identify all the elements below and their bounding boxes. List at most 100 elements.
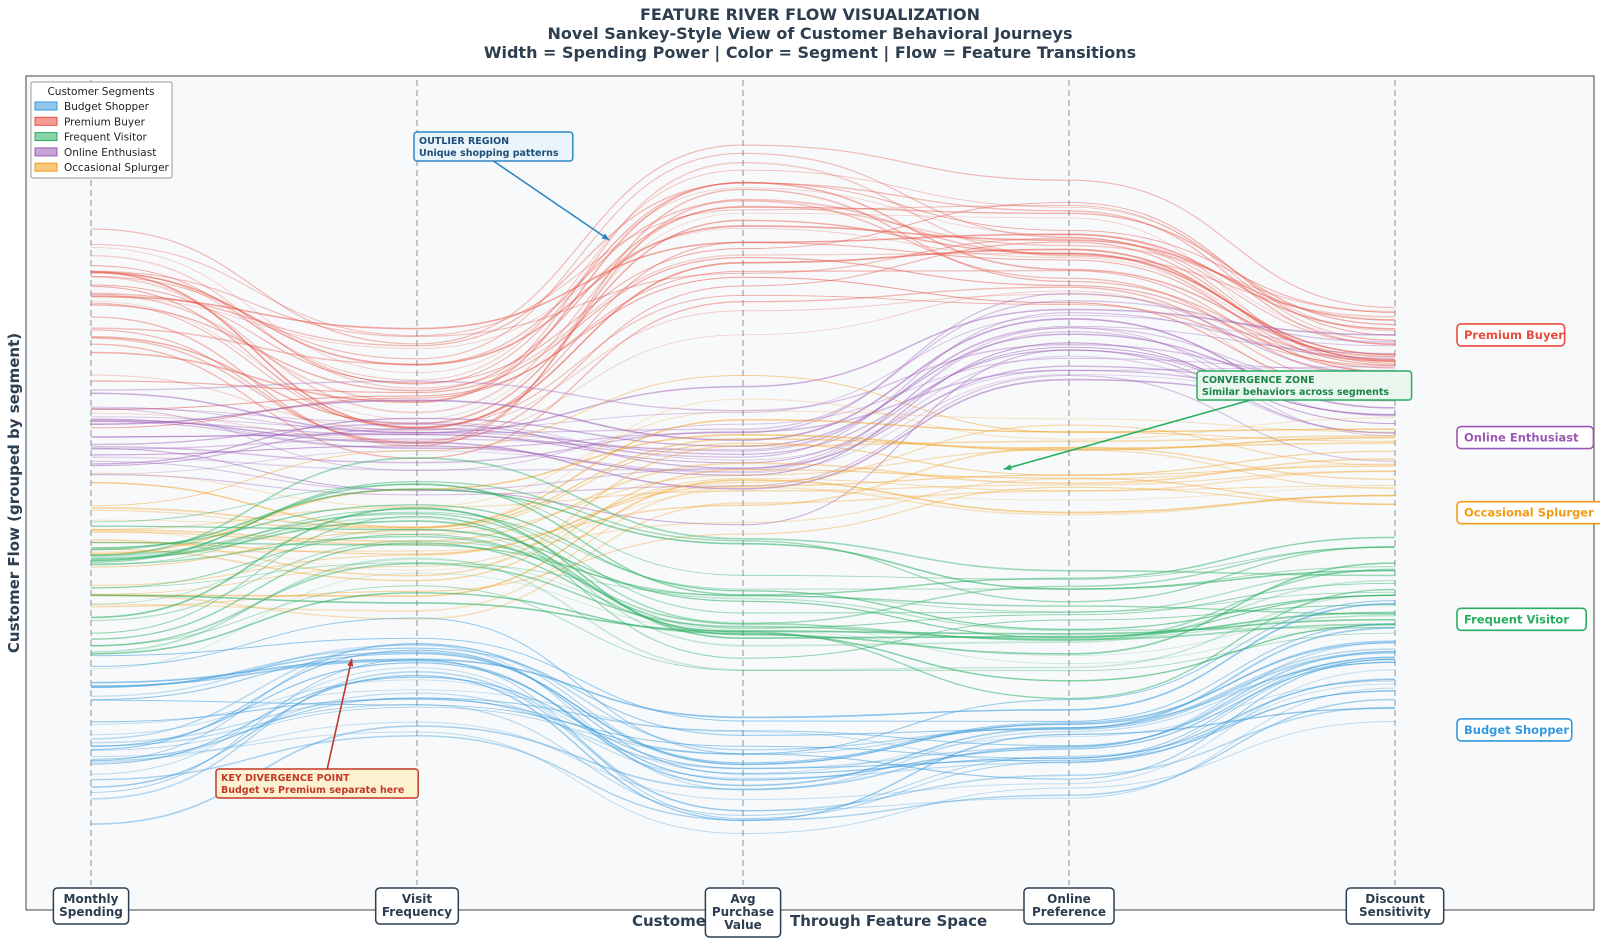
flow-line	[90, 312, 1396, 458]
axis-label-text: Frequency	[382, 905, 452, 919]
svg-text:Premium Buyer: Premium Buyer	[64, 116, 146, 128]
chart-subtitle-2: Width = Spending Power | Color = Segment…	[484, 43, 1136, 63]
x-axis-label-left: Custome	[632, 912, 706, 930]
flow-line	[90, 314, 1396, 430]
flow-line	[90, 212, 1396, 420]
flow-line	[90, 241, 1396, 430]
flow-line	[90, 535, 1396, 642]
flow-line	[90, 398, 1396, 529]
flow-line	[90, 470, 1396, 531]
flow-line	[90, 276, 1396, 410]
flow-line	[90, 327, 1396, 473]
flow-line	[90, 346, 1396, 464]
flow-line	[90, 585, 1396, 672]
flow-line	[90, 602, 1396, 719]
segment-label: Online Enthusiast	[1456, 425, 1595, 450]
flow-line	[90, 424, 1396, 587]
series-frequent-visitor	[90, 457, 1396, 700]
flow-line	[90, 647, 1396, 736]
flow-line	[90, 515, 1396, 659]
flow-line	[90, 188, 1396, 447]
flow-line	[90, 600, 1396, 755]
flow-line	[90, 410, 1396, 508]
flow-line	[90, 333, 1396, 465]
flow-line	[90, 557, 1396, 671]
svg-text:Occasional Splurger: Occasional Splurger	[64, 162, 170, 174]
axis-label-text: Monthly	[64, 892, 119, 906]
flow-line	[90, 479, 1396, 597]
flow-line	[90, 293, 1396, 432]
flow-line	[90, 528, 1396, 640]
axis-label-text: Visit	[402, 892, 432, 906]
svg-text:Frequent Visitor: Frequent Visitor	[64, 132, 148, 144]
flow-line	[90, 533, 1396, 629]
flow-line	[90, 169, 1396, 381]
flow-line	[90, 202, 1396, 384]
segment-label: Premium Buyer	[1456, 323, 1566, 347]
y-axis-label: Customer Flow (grouped by segment)	[5, 333, 23, 653]
flow-line	[90, 233, 1396, 330]
legend-entry: Budget Shopper	[34, 101, 150, 113]
flow-line	[90, 270, 1396, 429]
series-occasional-splurger	[90, 374, 1396, 620]
flow-lines	[90, 144, 1396, 834]
flow-line	[90, 198, 1396, 444]
svg-text:Similar behaviors across segme: Similar behaviors across segments	[1202, 387, 1389, 398]
flow-line	[90, 541, 1396, 615]
flow-line	[90, 679, 1396, 774]
flow-line	[90, 248, 1396, 429]
flow-line	[90, 357, 1396, 472]
flow-line	[90, 649, 1396, 775]
flow-line	[90, 442, 1396, 568]
flow-line	[90, 187, 1396, 374]
series-premium-buyer	[90, 144, 1396, 459]
flow-line	[90, 256, 1396, 394]
flow-line	[90, 204, 1396, 341]
segment-label: Frequent Visitor	[1456, 607, 1587, 632]
flow-line	[90, 450, 1396, 555]
flow-line	[90, 241, 1396, 445]
svg-text:Occasional Splurger: Occasional Splurger	[1464, 506, 1594, 520]
flow-line	[90, 642, 1396, 764]
flow-line	[90, 152, 1396, 362]
flow-line	[90, 365, 1396, 469]
svg-text:Frequent Visitor: Frequent Visitor	[1464, 612, 1569, 626]
flow-line	[90, 181, 1396, 403]
flow-line	[90, 512, 1396, 625]
flow-line	[90, 144, 1396, 345]
svg-text:OUTLIER REGION: OUTLIER REGION	[419, 136, 509, 147]
flow-line	[90, 559, 1396, 664]
flow-line	[90, 237, 1396, 345]
flow-line	[90, 373, 1396, 475]
flow-line	[90, 516, 1396, 647]
svg-text:Premium Buyer: Premium Buyer	[1464, 328, 1564, 342]
flow-line	[90, 294, 1396, 428]
segment-label: Occasional Splurger	[1456, 500, 1600, 525]
svg-text:CONVERGENCE ZONE: CONVERGENCE ZONE	[1202, 375, 1315, 386]
flow-line	[90, 542, 1396, 700]
flow-line	[90, 434, 1396, 555]
flow-line	[90, 507, 1396, 640]
flow-line	[90, 592, 1396, 682]
flow-line	[90, 292, 1396, 450]
flow-line	[90, 219, 1396, 425]
flow-line	[90, 658, 1396, 819]
flow-line	[90, 458, 1396, 543]
segment-labels: Premium Buyer Online Enthusiast Occasional…	[1456, 323, 1600, 742]
flow-line	[90, 690, 1396, 816]
svg-text:Budget Shopper: Budget Shopper	[1464, 723, 1569, 737]
flow-line	[90, 623, 1396, 722]
flow-line	[90, 463, 1396, 553]
segment-label: Budget Shopper	[1456, 718, 1573, 742]
flow-line	[90, 349, 1396, 467]
series-online-enthusiast	[90, 292, 1396, 526]
legend-entry: Occasional Splurger	[34, 162, 170, 174]
axis-label-text: Online	[1047, 892, 1091, 906]
